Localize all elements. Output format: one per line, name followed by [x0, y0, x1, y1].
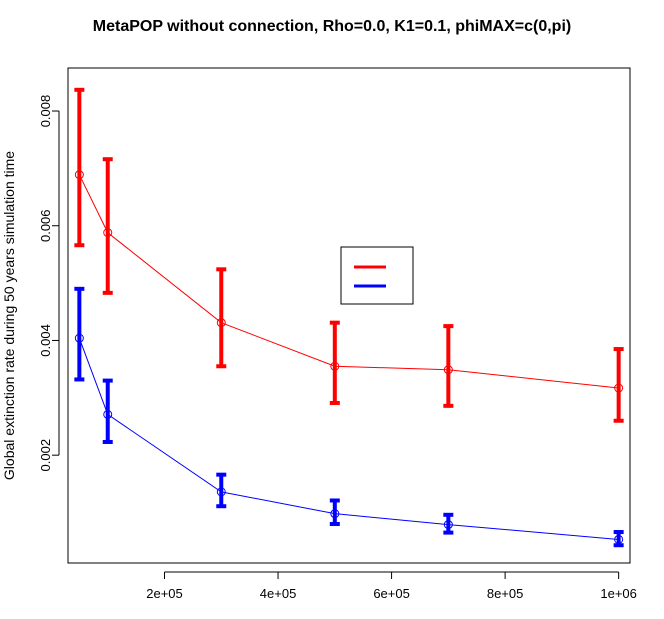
data-point [216, 318, 226, 328]
data-point [614, 534, 624, 544]
y-tick-label: 0.002 [38, 439, 53, 472]
data-point [74, 333, 84, 343]
series-line [78, 337, 619, 540]
x-tick-label: 6e+05 [373, 586, 410, 601]
data-point [330, 509, 340, 519]
y-tick-label: 0.006 [38, 209, 53, 242]
data-point [74, 170, 84, 180]
y-axis-label: Global extinction rate during 50 years s… [1, 151, 17, 480]
x-tick-label: 1e+06 [600, 586, 637, 601]
data-point [443, 365, 453, 375]
series-1 [74, 87, 624, 423]
data-point [330, 361, 340, 371]
x-tick-label: 8e+05 [487, 586, 524, 601]
series-line [78, 174, 619, 389]
y-tick-label: 0.008 [38, 95, 53, 128]
data-point [103, 228, 113, 238]
series-2 [74, 286, 624, 548]
data-point [614, 383, 624, 393]
plot-frame [67, 67, 631, 564]
y-tick-label: 0.004 [38, 324, 53, 357]
data-point [443, 520, 453, 530]
data-point [216, 487, 226, 497]
data-point [103, 409, 113, 419]
chart-title: MetaPOP without connection, Rho=0.0, K1=… [92, 18, 572, 35]
legend-box [340, 246, 414, 305]
x-tick-label: 2e+05 [146, 586, 183, 601]
x-tick-label: 4e+05 [260, 586, 297, 601]
